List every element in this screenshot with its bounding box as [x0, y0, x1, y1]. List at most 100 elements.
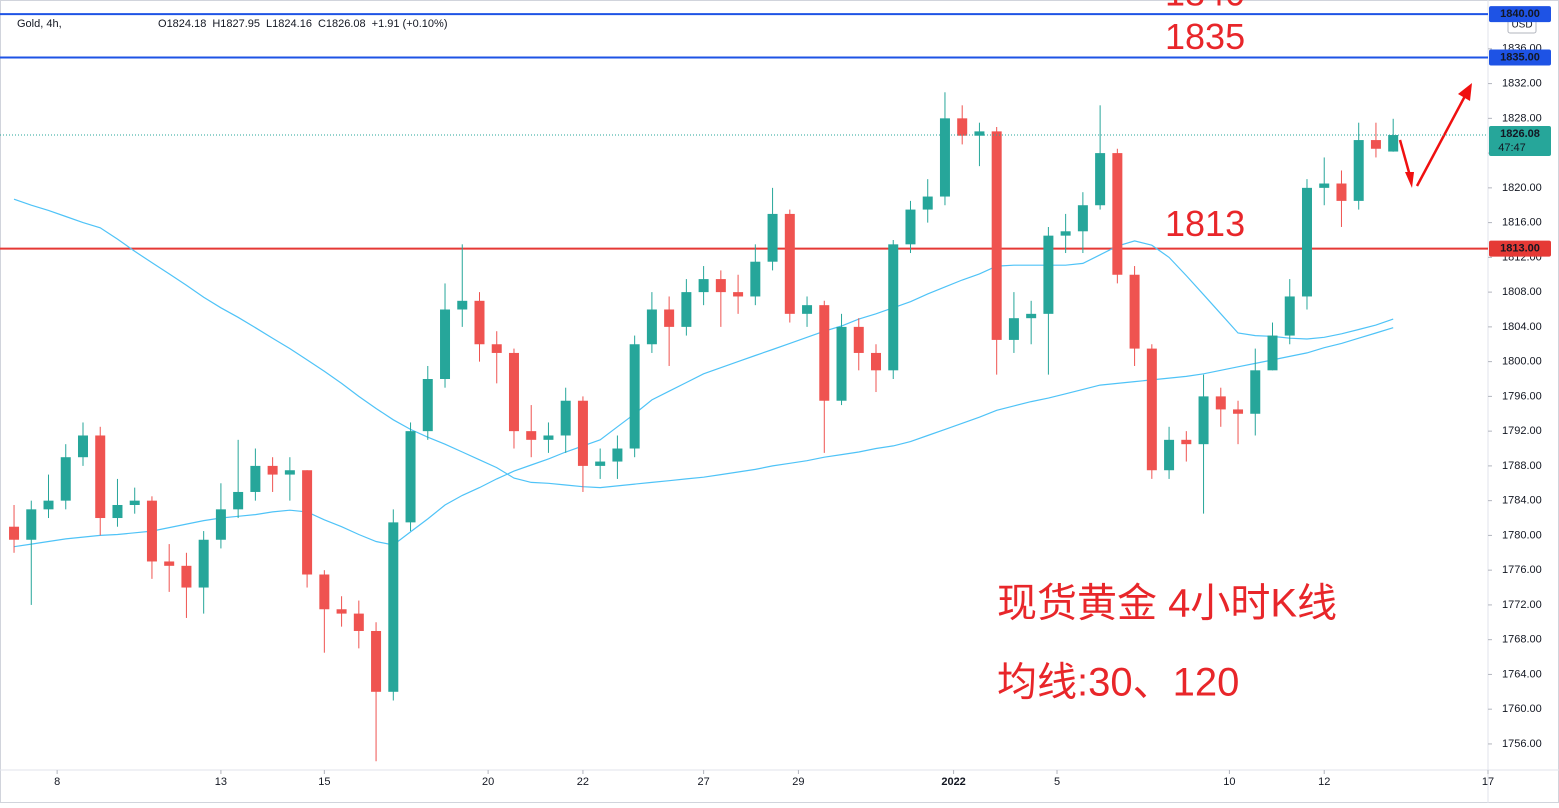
- candle-body: [612, 448, 623, 462]
- moving-average: [13, 198, 1394, 489]
- y-tick-label: 1784.00: [1502, 495, 1542, 507]
- candle-body: [1233, 409, 1244, 414]
- candle-body: [974, 131, 985, 136]
- ohlc-value: 1826.08: [326, 18, 366, 30]
- candle-body: [77, 435, 88, 458]
- candle-body: [474, 300, 485, 345]
- candle-body: [871, 352, 882, 371]
- y-tick-label: 1800.00: [1502, 356, 1542, 368]
- candle-body: [1146, 348, 1157, 471]
- candle-body: [233, 491, 244, 510]
- candle-body: [957, 118, 968, 136]
- y-tick-label: 1760.00: [1502, 703, 1542, 715]
- arrow-head: [1405, 172, 1414, 188]
- y-tick-label: 1768.00: [1502, 634, 1542, 646]
- candle-body: [198, 539, 209, 588]
- ohlc-value: 1827.95: [220, 18, 260, 30]
- level-tag-label: 1835.00: [1500, 51, 1540, 63]
- x-tick-label: 29: [792, 776, 804, 788]
- candle-body: [1301, 187, 1312, 297]
- candle-body: [664, 309, 675, 327]
- candle-body: [1284, 296, 1295, 336]
- y-tick-label: 1788.00: [1502, 460, 1542, 472]
- ohlc-key: H: [212, 18, 220, 30]
- candle-body: [1008, 318, 1019, 340]
- candle-body: [922, 196, 933, 210]
- candle-body: [784, 213, 795, 314]
- candle-body: [939, 118, 950, 197]
- y-tick-label: 1832.00: [1502, 77, 1542, 89]
- level-tag-label: 1813.00: [1500, 243, 1540, 255]
- candle-body: [336, 609, 347, 614]
- x-tick-label: 22: [577, 776, 589, 788]
- x-tick-label: 8: [54, 776, 60, 788]
- y-tick-label: 1776.00: [1502, 564, 1542, 576]
- candle-body: [146, 500, 157, 562]
- candle-body: [1250, 370, 1261, 414]
- candle-body: [1353, 140, 1364, 201]
- x-tick-label: 2022: [941, 776, 965, 788]
- candle-body: [646, 309, 657, 345]
- candle-body: [543, 435, 554, 440]
- y-tick-label: 1756.00: [1502, 738, 1542, 750]
- x-tick-label: 15: [318, 776, 330, 788]
- y-tick-label: 1780.00: [1502, 529, 1542, 541]
- candle-body: [1043, 235, 1054, 314]
- candle-body: [750, 261, 761, 297]
- candle-body: [681, 292, 692, 327]
- x-tick-label: 13: [215, 776, 227, 788]
- candle-body: [1215, 396, 1226, 410]
- candle-body: [733, 292, 744, 297]
- y-tick-label: 1772.00: [1502, 599, 1542, 611]
- candle-body: [577, 400, 588, 466]
- candle-body: [353, 613, 364, 631]
- candle-body: [560, 400, 571, 436]
- candle-body: [457, 300, 468, 310]
- x-tick-label: 10: [1223, 776, 1235, 788]
- candle-body: [422, 379, 433, 432]
- candle-body: [1026, 313, 1037, 319]
- ohlc-key: O: [158, 18, 167, 30]
- ohlc-key: C: [318, 18, 326, 30]
- candle-body: [802, 305, 813, 314]
- level-tag: [1489, 240, 1551, 257]
- candle-body: [9, 526, 20, 540]
- level-tag: [1489, 49, 1551, 66]
- candle-body: [1388, 135, 1399, 152]
- candle-body: [595, 461, 606, 466]
- y-tick-label: 1820.00: [1502, 182, 1542, 194]
- candle-body: [698, 279, 709, 293]
- candle-body: [319, 574, 330, 610]
- candle-body: [1164, 439, 1175, 471]
- candle-body: [853, 326, 864, 353]
- x-tick-label: 27: [697, 776, 709, 788]
- y-tick-label: 1796.00: [1502, 390, 1542, 402]
- y-tick-label: 1816.00: [1502, 217, 1542, 229]
- annotation: 均线:30、120: [997, 661, 1239, 705]
- ohlc-value: 1824.18: [167, 18, 207, 30]
- candle-body: [715, 279, 726, 293]
- candle-body: [60, 457, 71, 501]
- candle-body: [508, 352, 519, 432]
- candle-body: [440, 309, 451, 380]
- candle-body: [526, 431, 537, 440]
- arrow-head: [1458, 83, 1472, 101]
- candle-body: [767, 213, 778, 262]
- candle-body: [1077, 205, 1088, 232]
- candle-body: [1129, 274, 1140, 349]
- arrow-up: [1415, 95, 1467, 187]
- candle-body: [1336, 183, 1347, 201]
- candle-body: [250, 465, 261, 492]
- candle-body: [284, 470, 295, 475]
- candle-body: [1181, 439, 1192, 445]
- candle-body: [95, 435, 106, 519]
- candle-body: [1267, 335, 1278, 371]
- candle-body: [43, 500, 54, 510]
- candle-body: [1198, 396, 1209, 445]
- candle-body: [215, 509, 226, 540]
- symbol: Gold, 4h,: [17, 18, 62, 30]
- level-annotation: 1840: [1165, 0, 1245, 14]
- y-tick-label: 1808.00: [1502, 286, 1542, 298]
